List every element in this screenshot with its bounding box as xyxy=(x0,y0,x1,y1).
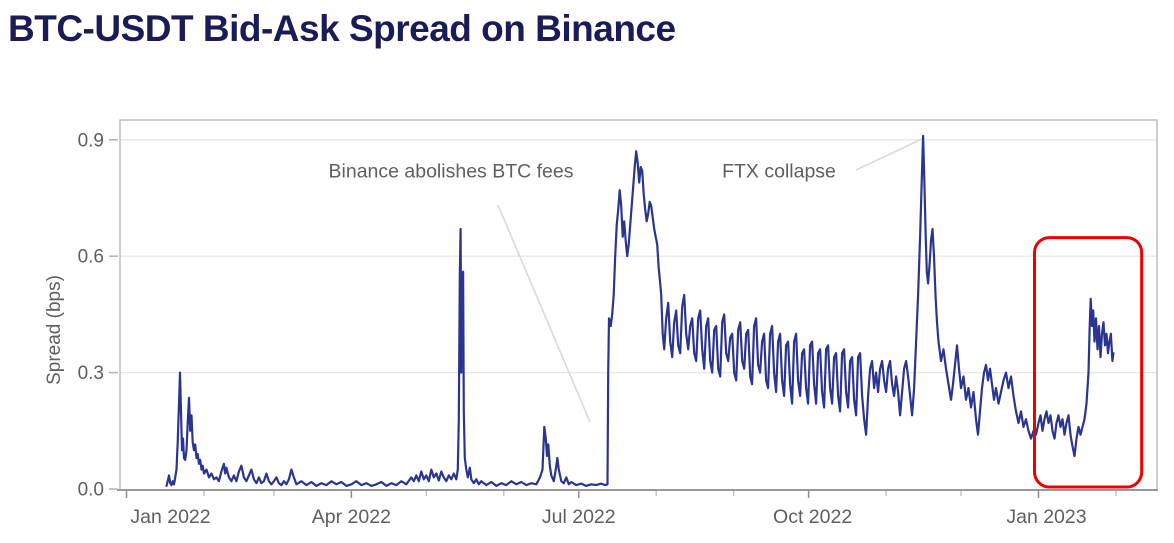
annotation-binance-fees: Binance abolishes BTC fees xyxy=(328,160,574,183)
x-tick-label: Jul 2022 xyxy=(542,506,616,528)
spread-series-line xyxy=(165,134,1115,487)
x-tick-label: Jan 2023 xyxy=(1006,506,1086,528)
x-tick-label: Oct 2022 xyxy=(773,506,852,528)
y-axis: 0.0 0.3 0.6 0.9 xyxy=(78,130,118,501)
y-tick-label: 0.3 xyxy=(78,363,104,384)
x-axis: Jan 2022 Apr 2022 Jul 2022 Oct 2022 Jan 2023 xyxy=(125,491,1117,528)
y-tick-label: 0.6 xyxy=(78,247,104,268)
annotation-ftx-collapse: FTX collapse xyxy=(722,160,836,183)
annotation-leader-lines xyxy=(497,138,923,423)
data-series xyxy=(165,134,1115,487)
x-tick-label: Apr 2022 xyxy=(312,506,391,528)
chart-title: BTC-USDT Bid-Ask Spread on Binance xyxy=(8,8,676,49)
x-tick-label: Jan 2022 xyxy=(130,506,210,528)
y-tick-label: 0.9 xyxy=(78,130,104,151)
leader-binance-fees xyxy=(497,204,591,423)
highlight-region xyxy=(1032,236,1144,489)
highlight-box xyxy=(1032,236,1144,489)
plot-frame xyxy=(117,119,1158,491)
y-tick-label: 0.0 xyxy=(78,480,104,501)
leader-ftx-collapse xyxy=(855,138,923,171)
